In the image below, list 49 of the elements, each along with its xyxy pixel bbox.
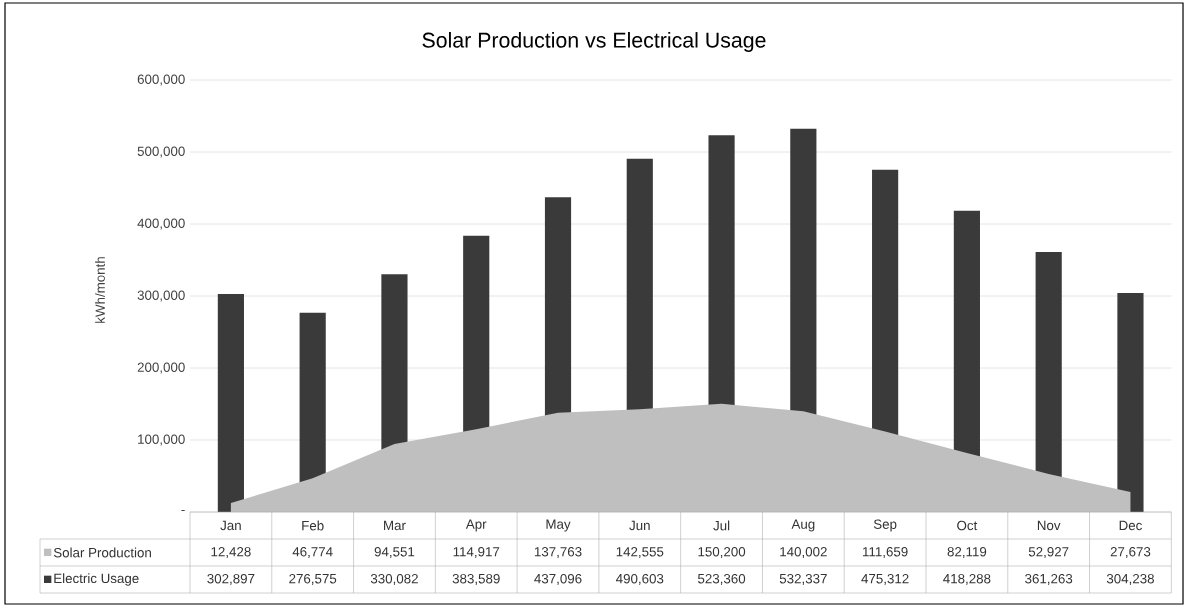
y-tick-label: - xyxy=(181,509,185,511)
data-label: 114,917 xyxy=(453,547,500,559)
data-label: 437,096 xyxy=(534,573,582,586)
data-label: 150,200 xyxy=(698,547,746,559)
bar xyxy=(1117,292,1144,512)
data-label: 82,119 xyxy=(947,547,987,559)
x-tick-label: Jul xyxy=(713,520,730,531)
data-label: 361,263 xyxy=(1025,573,1073,586)
x-tick-label: Feb xyxy=(302,520,324,531)
y-tick-label: 300,000 xyxy=(137,290,185,302)
data-label: 418,288 xyxy=(943,573,991,586)
x-tick-label: Jun xyxy=(629,520,650,531)
data-label: 302,897 xyxy=(207,573,255,586)
data-label: 46,774 xyxy=(292,547,333,559)
data-label: 383,589 xyxy=(452,573,500,586)
y-axis-title: kWh/month xyxy=(95,257,105,323)
bar xyxy=(217,293,244,512)
data-label: 12,428 xyxy=(211,547,251,559)
y-tick-label: 500,000 xyxy=(137,146,185,158)
data-label: 330,082 xyxy=(370,573,418,586)
data-label: 140,002 xyxy=(780,547,827,559)
data-label: 142,555 xyxy=(616,547,664,559)
y-tick-label: 100,000 xyxy=(138,434,185,446)
legend-label: Solar Production xyxy=(53,547,151,558)
x-tick-label: Mar xyxy=(384,520,406,531)
data-label: 52,927 xyxy=(1028,547,1069,559)
y-tick-label: 600,000 xyxy=(137,74,185,86)
data-label: 475,312 xyxy=(861,573,909,586)
x-tick-label: Sep xyxy=(873,519,897,532)
data-label: 304,238 xyxy=(1106,573,1154,586)
data-label: 94,551 xyxy=(374,547,415,559)
x-tick-label: Jan xyxy=(220,520,241,531)
chart-title: Solar Production vs Electrical Usage xyxy=(422,32,766,52)
data-label: 490,603 xyxy=(616,573,664,586)
x-tick-label: Apr xyxy=(465,519,487,532)
x-tick-label: Oct xyxy=(957,520,978,531)
y-tick-label: 200,000 xyxy=(137,362,185,374)
data-label: 27,673 xyxy=(1110,547,1151,559)
y-tick-label: 400,000 xyxy=(137,218,185,230)
x-tick-label: May xyxy=(546,519,571,532)
data-label: 137,763 xyxy=(534,547,582,559)
x-tick-label: Aug xyxy=(791,519,815,532)
data-label: 111,659 xyxy=(863,547,908,559)
data-label: 532,337 xyxy=(779,573,827,586)
x-tick-label: Nov xyxy=(1037,520,1061,531)
x-tick-label: Dec xyxy=(1119,520,1142,531)
legend-label: Electric Usage xyxy=(54,573,139,586)
data-label: 523,360 xyxy=(698,573,746,586)
data-label: 276,575 xyxy=(289,573,337,586)
